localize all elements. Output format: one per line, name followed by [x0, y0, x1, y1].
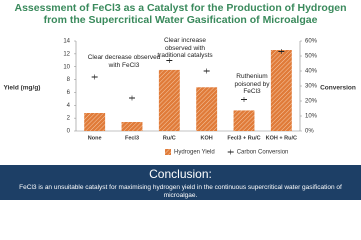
y2-tick-label: 60%	[305, 39, 318, 45]
legend-label: Hydrogen Yield	[174, 150, 215, 156]
y-tick-label: 10	[63, 64, 70, 70]
y2-tick-label: 10%	[305, 114, 318, 120]
y-tick-label: 12	[63, 51, 70, 57]
conclusion-title: Conclusion:	[149, 167, 212, 181]
chart: Yield (mg/g) Conversion 0 2 4 6 8 10 12 14 0% 10%…	[4, 39, 356, 156]
marker	[203, 68, 210, 74]
legend-label: Carbon Conversion	[237, 150, 289, 156]
x-tick-label: Fecl3	[125, 135, 139, 141]
bar	[233, 110, 255, 131]
conclusion-box: Conclusion: FeCl3 is an unsuitable catal…	[0, 165, 361, 200]
x-tick-label: KOH + Ru/C	[266, 135, 297, 141]
y2-tick-label: 0%	[305, 129, 314, 135]
conclusion-text: FeCl3 is an unsuitable catalyst for maxi…	[19, 184, 342, 199]
y-tick-label: 6	[67, 90, 71, 96]
x-tick-label: None	[88, 135, 102, 141]
legend-swatch	[165, 149, 171, 155]
y2-tick-label: 20%	[305, 99, 318, 105]
y-axis-label: Yield (mg/g)	[4, 85, 41, 92]
marker	[241, 97, 247, 102]
y-tick-label: 4	[67, 103, 71, 109]
marker	[129, 95, 135, 101]
bar	[270, 50, 292, 131]
bar	[84, 113, 106, 131]
bar	[196, 87, 218, 131]
y-tick-label: 0	[67, 129, 71, 135]
x-tick-label: Fecl3 + Ru/C	[227, 135, 260, 141]
page: Assessment of FeCl3 as a Catalyst for th…	[0, 0, 361, 200]
annotation: Clear decrease observed with FeCl3	[87, 54, 161, 69]
x-tick-label: KOH	[201, 135, 213, 141]
y2-tick-label: 40%	[305, 69, 318, 75]
marker	[278, 49, 285, 54]
marker	[91, 74, 98, 80]
annotation: Ruthenium poisoned by FeCl3	[234, 73, 270, 95]
marker	[166, 58, 173, 63]
y2-axis-label: Conversion	[320, 85, 356, 92]
y-tick-label: 8	[67, 77, 71, 83]
bar	[158, 69, 180, 131]
y2-tick-label: 50%	[305, 54, 318, 60]
x-tick-label: Ru/C	[163, 135, 176, 141]
annotation: Clear increase observed with traditional…	[157, 37, 213, 59]
y-tick-label: 2	[67, 116, 71, 122]
bar	[121, 122, 143, 131]
y2-tick-label: 30%	[305, 84, 318, 90]
y-tick-label: 14	[63, 39, 70, 45]
title: Assessment of FeCl3 as a Catalyst for th…	[14, 2, 347, 26]
